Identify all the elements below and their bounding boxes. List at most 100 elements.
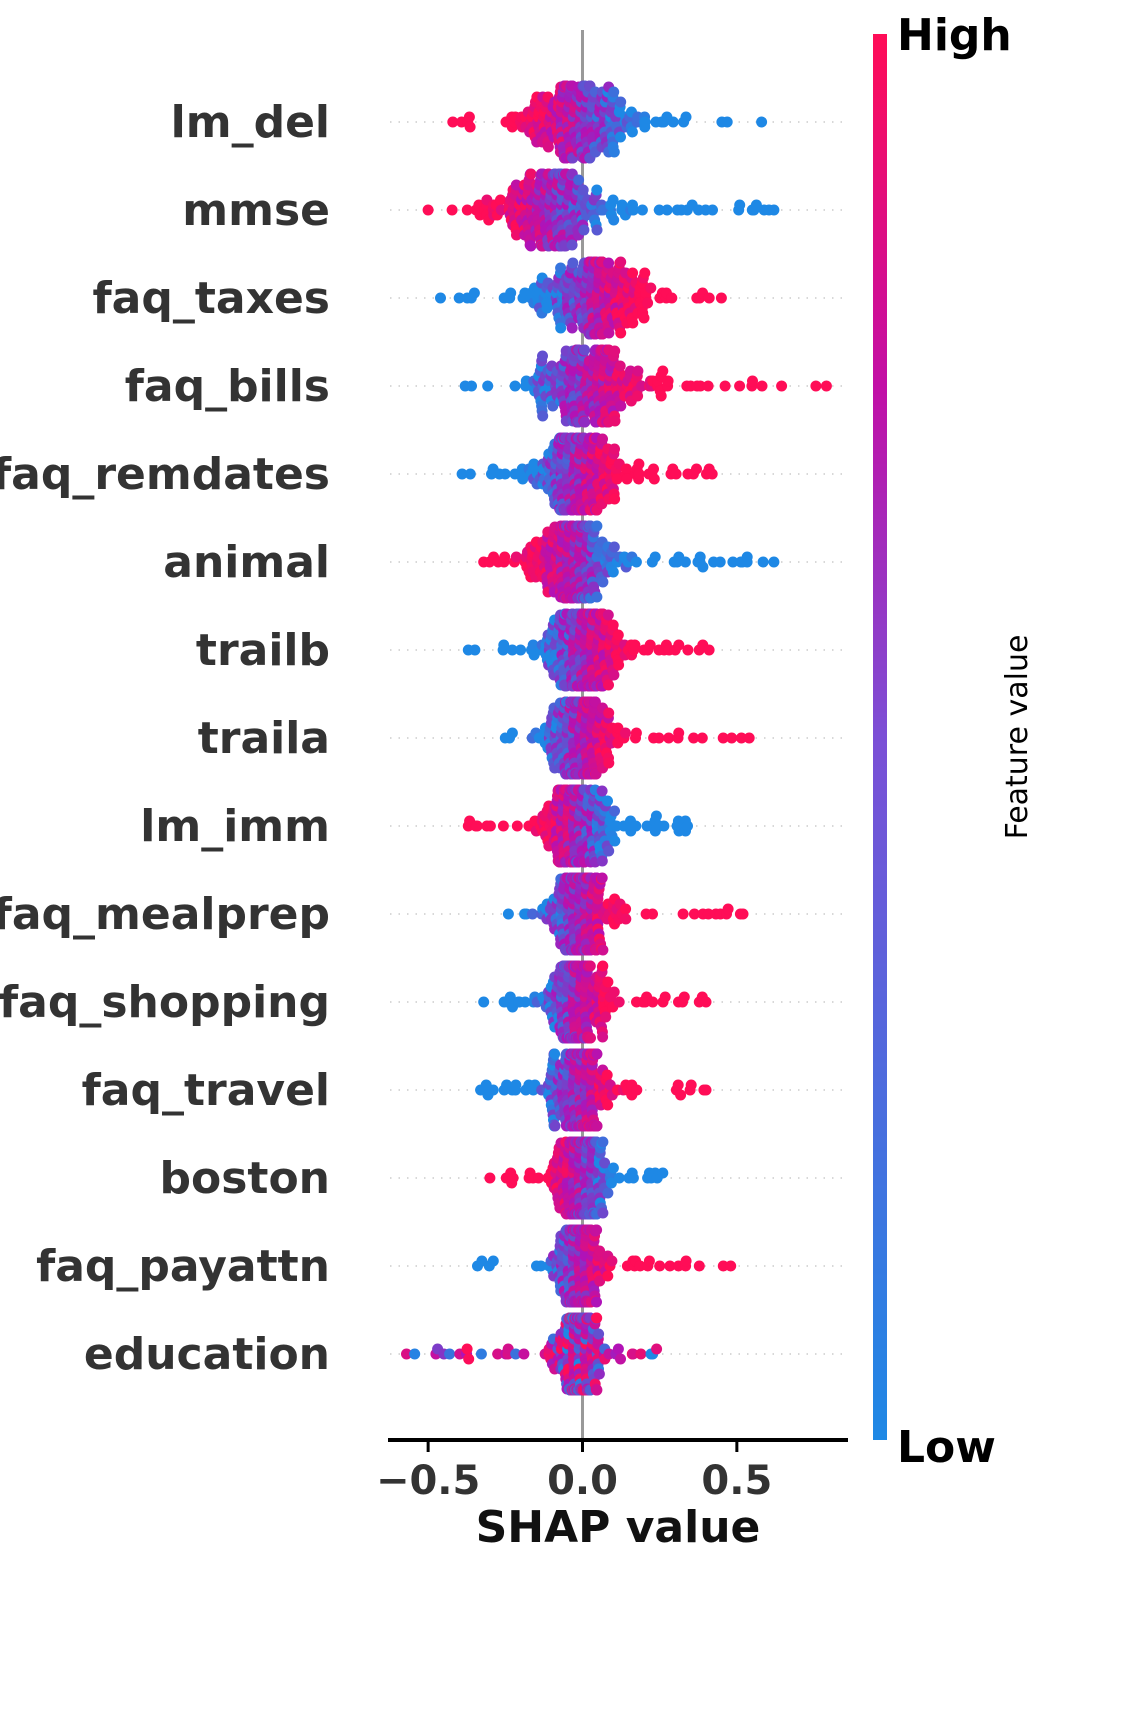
shap-point [673,727,685,739]
shap-point [615,1353,626,1365]
shap-point [608,669,620,681]
shap-point [593,1368,605,1380]
shap-point [608,541,620,553]
shap-point [735,732,747,744]
shap-point [591,591,603,603]
shap-point [703,644,715,656]
shap-point [422,204,434,216]
shap-point [648,463,659,475]
shap-point [525,168,537,180]
shap-point [603,707,615,719]
shap-point [633,458,645,470]
shap-point [555,322,567,334]
x-ticks: −0.5 0.0 0.5 [376,1440,772,1504]
shap-point [484,820,496,832]
shap-point [511,820,523,832]
shap-point [615,327,627,339]
shap-point [700,996,712,1008]
shap-point [527,908,538,920]
shap-point [737,908,749,920]
shap-point [635,1348,647,1360]
shap-point [688,908,700,920]
shap-point [596,785,608,797]
x-axis-label: SHAP value [476,1502,761,1553]
shap-point [597,433,608,445]
shap-point [511,229,522,241]
shap-point [535,1260,547,1272]
shap-point [620,903,632,915]
shap-point [487,1255,499,1267]
shap-point [615,131,626,143]
shap-point [519,996,531,1008]
shap-point [664,1260,676,1272]
shap-point [655,390,667,402]
shap-point [696,732,708,744]
shap-point [478,996,490,1008]
shap-point [727,556,739,568]
shap-point [726,732,738,744]
shap-point [717,732,729,744]
shap-point [725,1260,737,1272]
shap-point [612,1343,624,1355]
shap-point [688,732,700,744]
feature-label: faq_shopping [0,977,330,1028]
shap-point [510,1348,522,1360]
shap-point [593,1328,605,1340]
shap-point [609,345,621,357]
shap-point [607,1162,619,1174]
shap-point [585,1032,596,1044]
shap-point [602,1187,614,1199]
shap-point [453,292,465,304]
shap-point [602,609,614,621]
shap-point [609,415,621,427]
shap-point [680,1255,692,1267]
shap-point [667,116,679,128]
colorbar-gradient [873,34,887,1440]
shap-point [632,390,644,402]
shap-points [401,80,832,1396]
shap-point [607,194,619,206]
shap-point [620,727,631,739]
shap-point [591,1224,603,1236]
shap-point [611,473,623,485]
shap-point [475,1348,487,1360]
shap-point [616,199,628,211]
shap-point [510,1079,522,1091]
shap-point [633,468,645,480]
shap-point [596,872,608,884]
shap-point [673,639,685,651]
shap-point [579,416,591,428]
shap-point [495,194,506,206]
shap-point [820,380,832,392]
shap-point [636,204,648,216]
shap-point [747,375,758,387]
shap-point [518,1348,530,1360]
feature-label: lm_del [171,97,330,148]
shap-point [607,566,619,578]
shap-point [484,1172,496,1184]
shap-point [661,204,673,216]
shap-point [447,116,459,128]
feature-label: faq_bills [125,361,330,412]
shap-point [657,1167,669,1179]
feature-label: trailb [196,625,330,676]
shap-point [401,1348,412,1360]
shap-point [603,845,615,857]
shap-point [603,257,615,269]
shap-point [525,240,537,252]
shap-point [615,400,627,412]
shap-point [680,111,692,123]
shap-point [609,443,620,455]
shap-point [707,204,718,216]
shap-point [682,644,694,656]
shap-point [621,473,633,485]
shap-point [498,639,510,651]
shap-point [567,257,579,269]
shap-point [672,1079,684,1091]
shap-point [601,1069,613,1081]
shap-point [607,619,619,631]
feature-label: traila [198,713,330,764]
shap-point [677,908,689,920]
shap-point [499,551,511,563]
shap-point [603,757,615,769]
